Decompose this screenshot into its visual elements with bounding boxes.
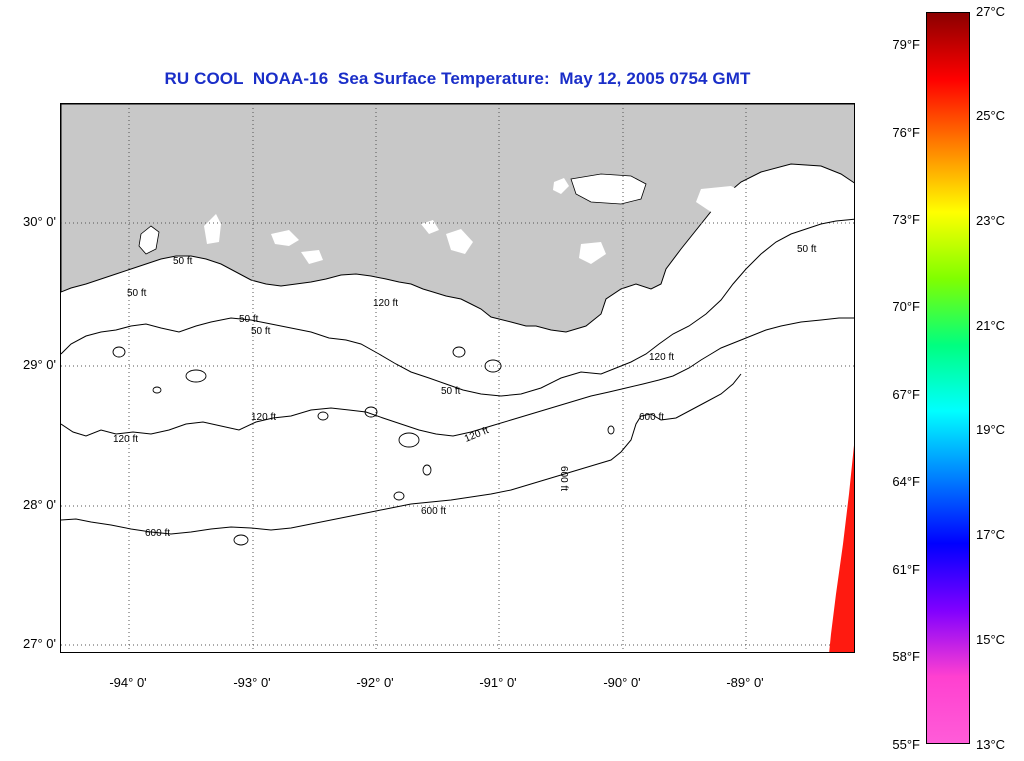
colorbar-f-label: 73°F — [892, 212, 920, 227]
lake — [301, 250, 323, 264]
contour-label: 120 ft — [649, 352, 674, 363]
contour-label: 120 ft — [463, 425, 491, 445]
land-mass — [61, 104, 854, 333]
lat-label: 29° 0' — [23, 357, 56, 372]
lon-label: -92° 0' — [356, 675, 394, 690]
colorbar-c-label: 21°C — [976, 318, 1006, 333]
map-title: RU COOL NOAA-16 Sea Surface Temperature:… — [164, 69, 751, 88]
lon-label: -91° 0' — [479, 675, 517, 690]
lon-label: -89° 0' — [726, 675, 764, 690]
colorbar-c-label: 17°C — [976, 527, 1006, 542]
lake — [553, 178, 569, 194]
contour-label: 120 ft — [113, 434, 138, 445]
colorbar-f-label: 61°F — [892, 562, 920, 577]
contour-label: 120 ft — [373, 298, 398, 309]
sst-data-patch — [829, 445, 854, 652]
contour-50ft — [61, 218, 854, 397]
lake — [570, 173, 647, 205]
colorbar-f-label: 67°F — [892, 387, 920, 402]
contour-label: 50 ft — [251, 326, 271, 337]
lat-label: 30° 0' — [23, 214, 56, 229]
contour-120ft — [61, 317, 854, 437]
lat-label: 27° 0' — [23, 636, 56, 651]
contour-label: 120 ft — [251, 412, 276, 423]
colorbar-c-label: 19°C — [976, 422, 1006, 437]
contour-label: 50 ft — [127, 288, 147, 299]
contour-label: 600 ft — [558, 466, 569, 491]
contour-label: 50 ft — [797, 244, 817, 255]
lake — [579, 242, 606, 264]
colorbar-f-label: 64°F — [892, 474, 920, 489]
temperature-colorbar — [926, 12, 970, 744]
lake — [781, 196, 816, 216]
colorbar-f-label: 55°F — [892, 737, 920, 752]
lake — [204, 214, 221, 244]
colorbar-c-label: 15°C — [976, 632, 1006, 647]
map-canvas: 50 ft 50 ft 50 ft 50 ft 50 ft 50 ft 120 … — [61, 104, 854, 652]
colorbar-f-label: 58°F — [892, 649, 920, 664]
contour-label: 50 ft — [173, 256, 193, 267]
lake — [696, 186, 751, 212]
colorbar-f-label: 76°F — [892, 125, 920, 140]
lon-label: -94° 0' — [109, 675, 147, 690]
grid-lines — [61, 104, 854, 652]
colorbar-f-label: 79°F — [892, 37, 920, 52]
contour-label: 600 ft — [639, 412, 664, 423]
contour-label: 600 ft — [145, 528, 170, 539]
colorbar-f-label: 70°F — [892, 299, 920, 314]
colorbar-c-label: 13°C — [976, 737, 1006, 752]
contour-islands — [112, 346, 615, 546]
lon-label: -93° 0' — [233, 675, 271, 690]
lon-label: -90° 0' — [603, 675, 641, 690]
lake — [138, 225, 160, 255]
contour-label: 600 ft — [421, 506, 446, 517]
colorbar-c-label: 27°C — [976, 4, 1006, 19]
lake — [271, 230, 299, 246]
contour-label: 50 ft — [441, 386, 461, 397]
sst-map: 50 ft 50 ft 50 ft 50 ft 50 ft 50 ft 120 … — [60, 103, 855, 653]
contour-600ft — [61, 373, 742, 535]
colorbar-c-label: 23°C — [976, 213, 1006, 228]
colorbar-c-label: 25°C — [976, 108, 1006, 123]
lat-label: 28° 0' — [23, 497, 56, 512]
lake — [446, 229, 473, 254]
contour-label: 50 ft — [239, 314, 259, 325]
